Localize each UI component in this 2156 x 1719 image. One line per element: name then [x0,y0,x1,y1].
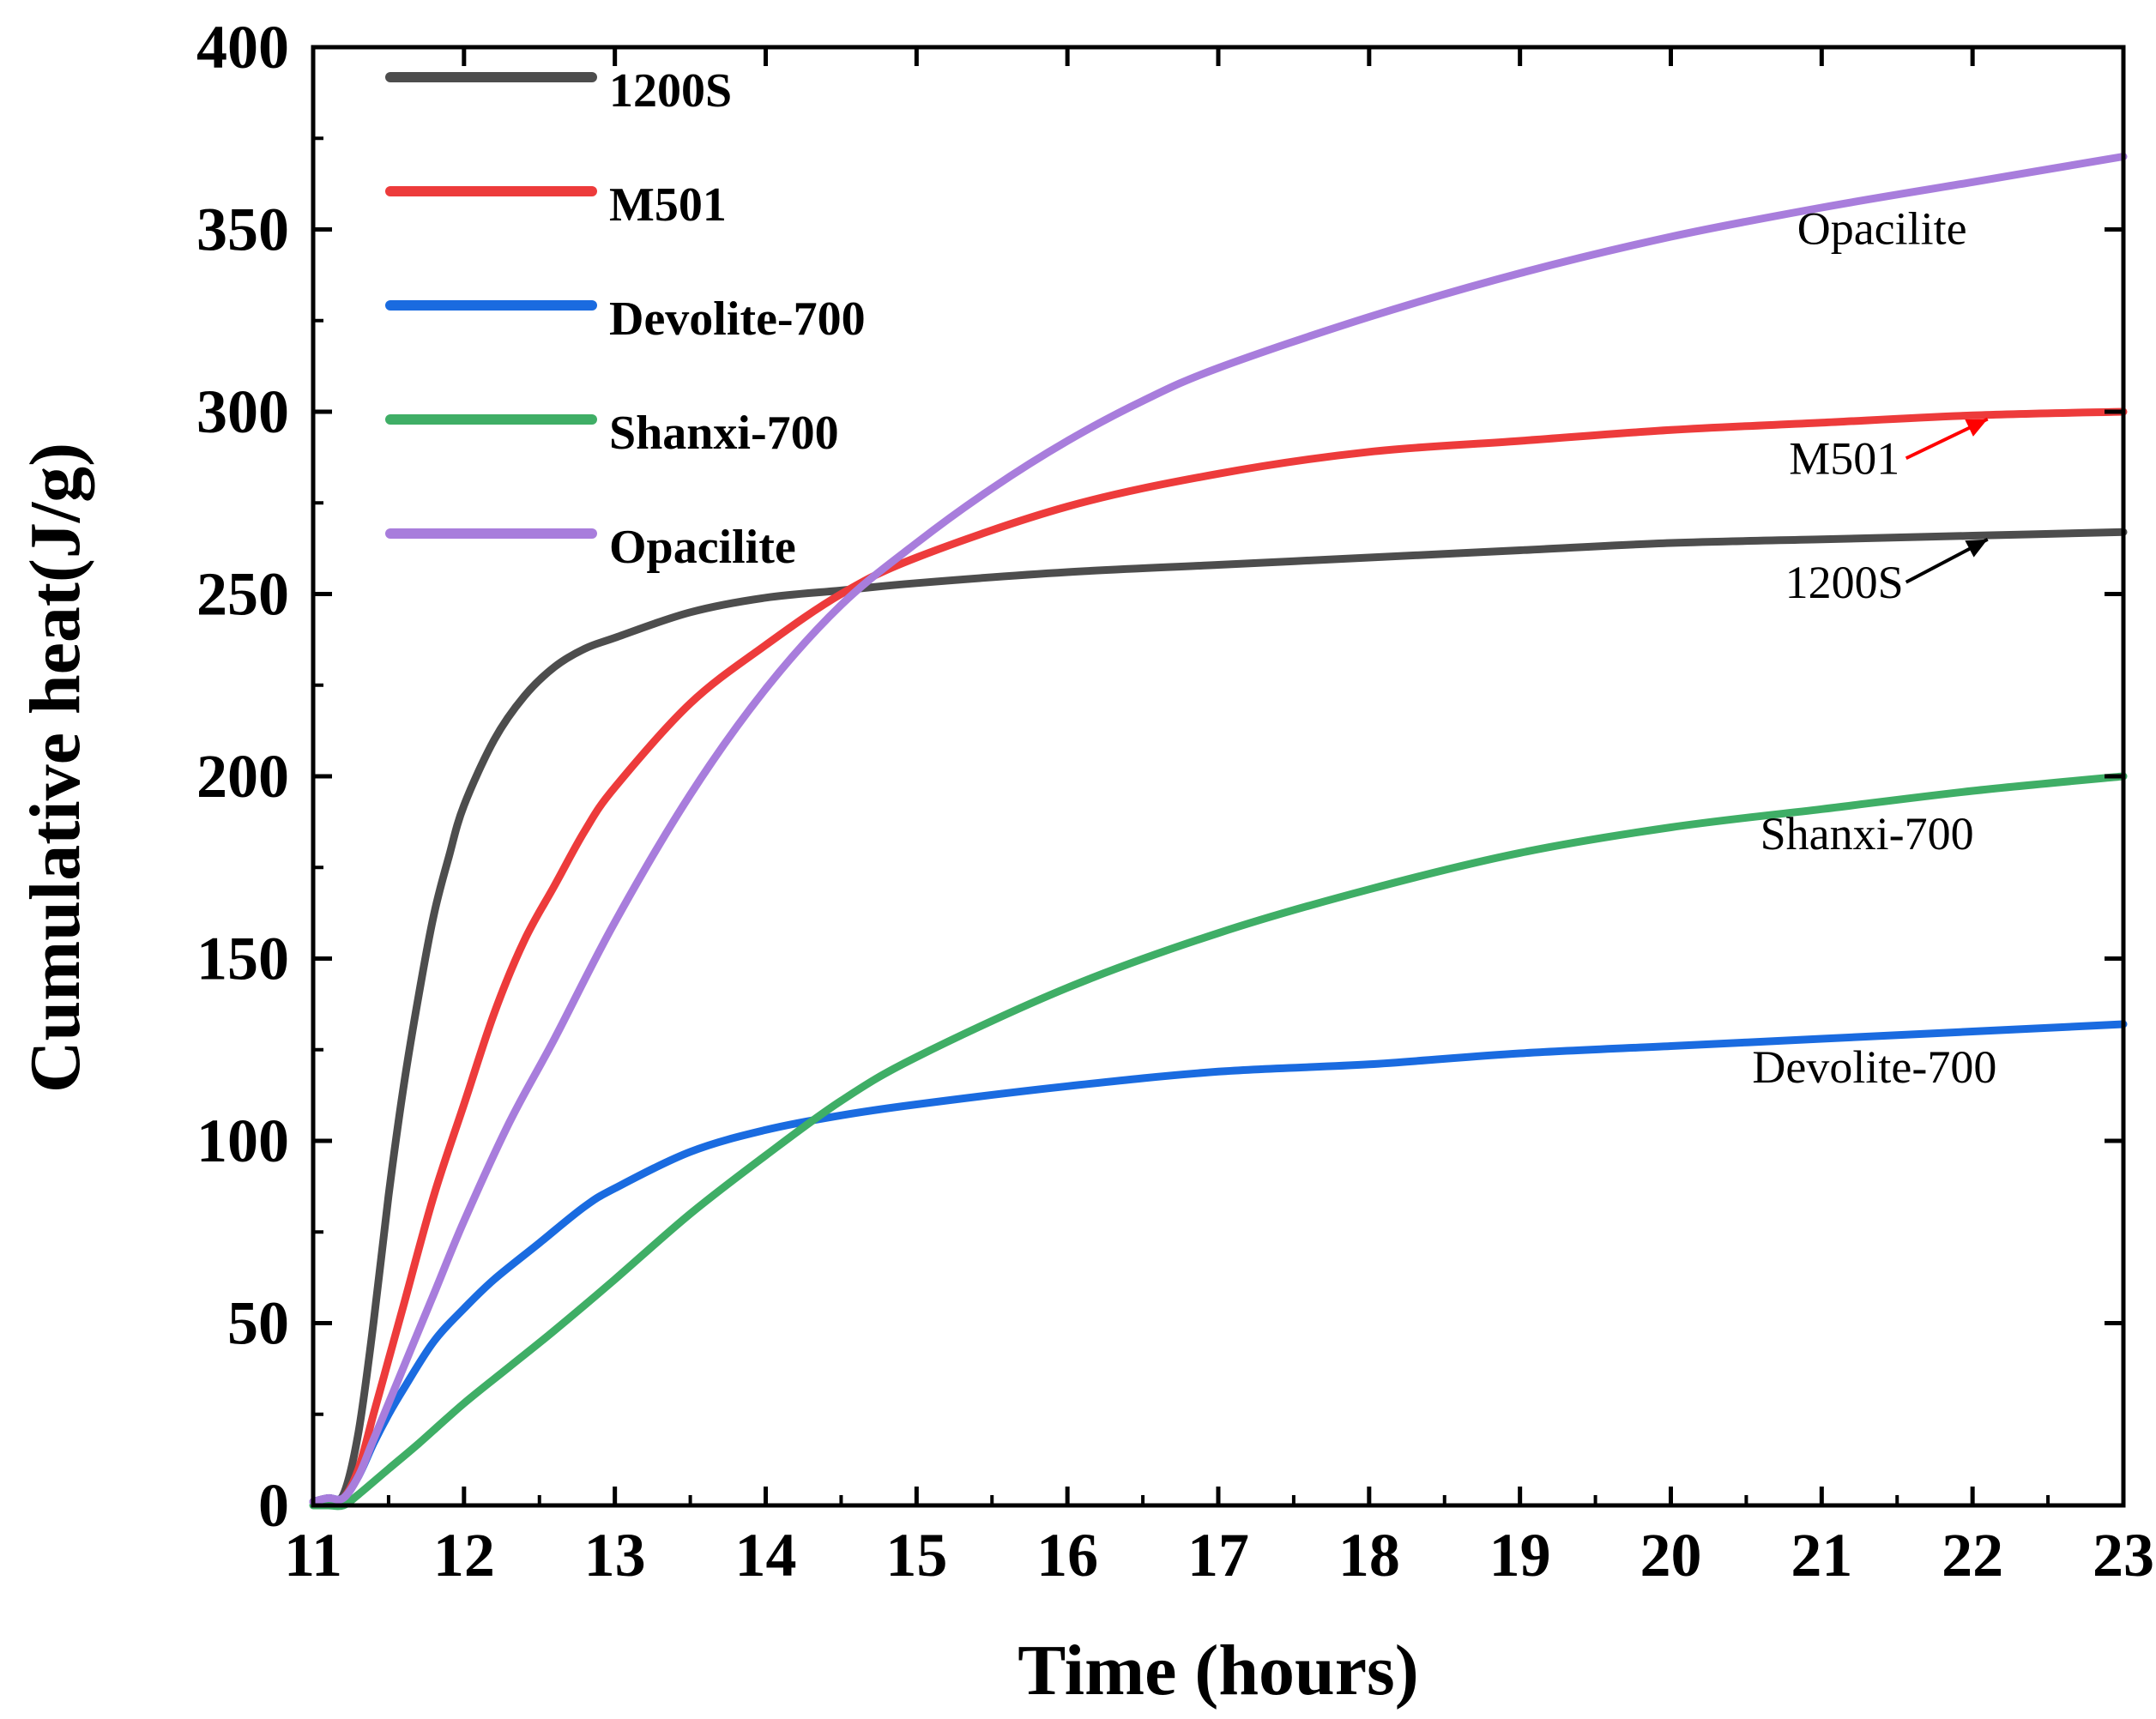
annotation-devolite-700: Devolite-700 [1752,1041,1996,1093]
y-tick-label: 300 [196,377,289,446]
x-tick-label: 16 [1036,1521,1098,1589]
axis-ticks [311,45,2126,1508]
series-lines [309,153,2128,1511]
x-tick-label: 19 [1489,1521,1551,1589]
x-axis-label: Time (hours) [1018,1631,1418,1710]
y-axis-label: Cumulative heat(J/g) [15,443,95,1093]
y-tick-label: 200 [196,742,289,811]
y-tick-label: 250 [196,560,289,629]
x-tick-label: 22 [1942,1521,2003,1589]
x-tick-label: 15 [885,1521,947,1589]
legend: 1200S M501 Devolite-700 Shanxi-700 Opacilite [385,64,866,574]
annotation-m501: M501 [1789,432,1899,484]
y-tick-label: 400 [196,13,289,81]
series-line-shanxi-700 [309,772,2128,1511]
y-tick-label: 0 [258,1471,289,1540]
y-tick-label: 150 [196,925,289,993]
series-line-opacilite [309,153,2128,1506]
x-tick-label: 13 [584,1521,646,1589]
annotation-1200s: 1200S [1785,557,1904,608]
series-line-devolite-700 [309,1020,2128,1506]
annotation-arrow-head [1965,539,1988,558]
x-tick-labels: 11 12 13 14 15 16 17 18 19 20 21 22 23 [284,1521,2154,1589]
series-line-1200s [309,528,2128,1506]
annotation-opacilite: Opacilite [1797,203,1967,255]
x-tick-label: 11 [284,1521,342,1589]
y-tick-label: 350 [196,196,289,264]
x-tick-label: 21 [1791,1521,1852,1589]
annotations: Opacilite M501 1200S Shanxi-700 Devolite-700 [1752,203,1996,1094]
x-tick-label: 20 [1640,1521,1702,1589]
legend-label-devolite-700: Devolite-700 [609,293,866,346]
y-tick-labels: 0 50 100 150 200 250 300 350 400 [196,13,289,1540]
annotation-shanxi-700: Shanxi-700 [1760,808,1974,860]
x-tick-label: 12 [433,1521,495,1589]
legend-label-1200s: 1200S [609,64,732,118]
x-tick-label: 17 [1187,1521,1249,1589]
legend-label-m501: M501 [609,178,727,232]
legend-label-opacilite: Opacilite [609,521,796,574]
legend-label-shanxi-700: Shanxi-700 [609,407,839,460]
y-tick-label: 50 [227,1289,289,1358]
x-tick-label: 18 [1338,1521,1400,1589]
x-tick-label: 23 [2093,1521,2154,1589]
y-tick-label: 100 [196,1107,289,1175]
x-tick-label: 14 [735,1521,797,1589]
annotation-arrow-head [1965,419,1988,437]
series-line-m501 [309,407,2128,1506]
